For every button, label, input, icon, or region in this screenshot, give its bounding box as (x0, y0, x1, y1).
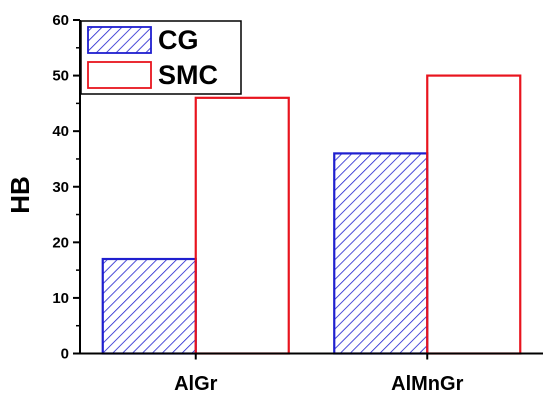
y-tick-label: 0 (61, 346, 69, 363)
bar-cg-algr (101, 257, 197, 355)
y-axis-title: HB (5, 176, 35, 214)
bar-smc-algr (194, 96, 290, 355)
y-tick-label: 50 (52, 68, 69, 85)
y-tick-label: 30 (52, 179, 69, 196)
bar-cg-almngr (333, 152, 429, 355)
legend-box (80, 20, 242, 95)
y-tick-label: 40 (52, 123, 69, 140)
legend-swatch-cg (87, 26, 152, 54)
y-tick-label: 10 (52, 290, 69, 307)
y-tick-label: 60 (52, 12, 69, 29)
bars-group (101, 74, 522, 355)
legend-label-smc: SMC (158, 60, 218, 90)
legend-swatch-smc (87, 61, 152, 89)
legend: CG SMC (80, 20, 242, 95)
y-ticks-group: 0 10 20 30 40 50 60 (52, 12, 80, 363)
y-tick-label: 20 (52, 234, 69, 251)
bar-smc-almngr (426, 74, 522, 355)
legend-label-cg: CG (158, 25, 199, 55)
x-category-label: AlGr (174, 373, 218, 395)
x-categories-group: AlGr AlMnGr (174, 353, 464, 395)
x-category-label: AlMnGr (391, 373, 463, 395)
